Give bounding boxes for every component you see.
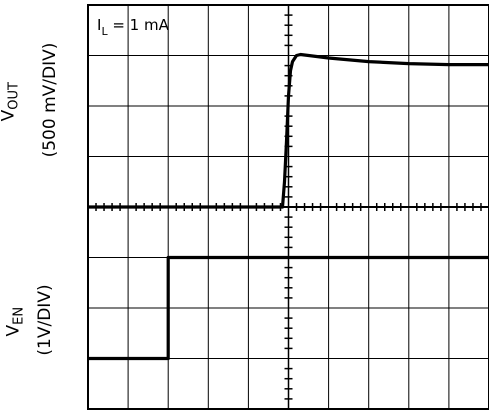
trace-vout [88,52,489,209]
annotation-subscript: L [101,25,108,38]
svg-text:IL = 1 mA: IL = 1 mA [97,16,170,38]
trace-ven [88,255,489,361]
annotation-rest: = 1 mA [108,16,170,34]
vout-scale-label: (500 mV/DIV) [40,42,60,158]
plot-traces [88,52,489,361]
vout-label-sub: OUT [6,82,22,110]
vout-axis-label: VOUT [0,37,22,167]
ven-axis-label: VEN [3,282,26,362]
vout-label-main: V [0,109,19,122]
ven-label-sub: EN [11,306,27,325]
ven-scale-label: (1V/DIV) [35,284,55,356]
ven-label-main: V [3,324,24,337]
current-annotation: IL = 1 mA [97,16,170,38]
annotation-prefix: I [97,16,101,34]
